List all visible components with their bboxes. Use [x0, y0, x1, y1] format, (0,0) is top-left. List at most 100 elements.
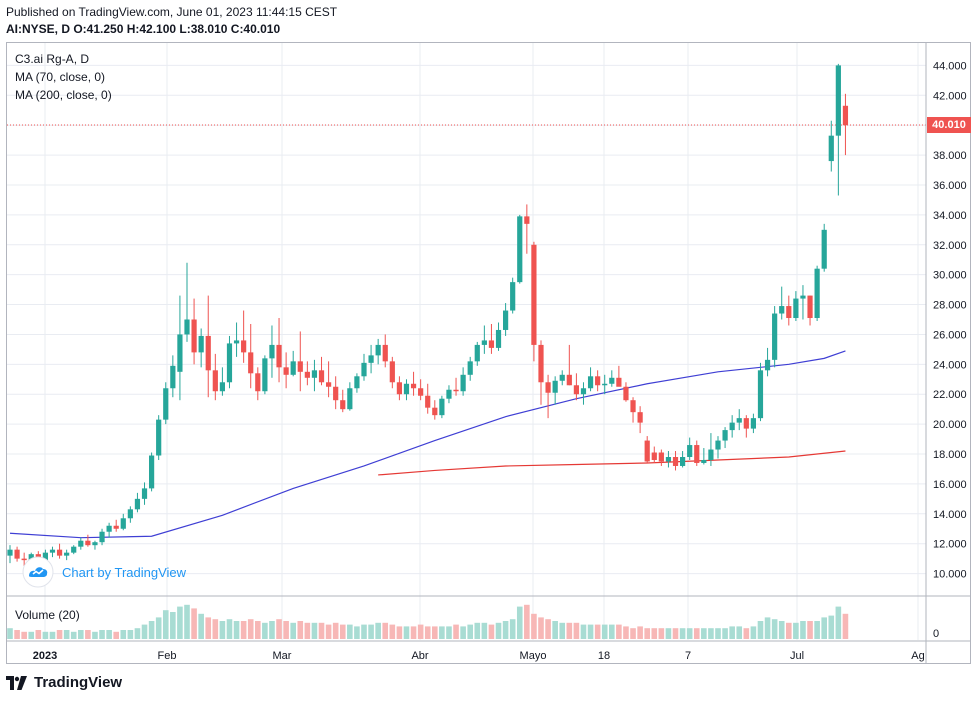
x-tick-label: 2023: [33, 650, 57, 662]
candle-body: [389, 361, 395, 383]
candle-body: [184, 319, 190, 335]
candle-body: [248, 352, 254, 374]
volume-bar: [460, 626, 466, 639]
candle-body: [85, 540, 91, 546]
candle-body: [42, 552, 48, 561]
candle-body: [510, 282, 516, 311]
volume-bar: [538, 617, 544, 639]
ohlc-readout: AI:NYSE, D O:41.250 H:42.100 L:38.010 C:…: [6, 22, 281, 36]
volume-bar: [170, 612, 176, 639]
volume-bar: [623, 626, 629, 639]
y-tick-label: 28.000: [933, 300, 967, 312]
volume-bar: [198, 613, 204, 639]
candle-body: [14, 549, 20, 559]
volume-bar: [715, 628, 721, 639]
volume-bar: [99, 630, 105, 639]
candle-body: [7, 549, 13, 556]
candle-body: [340, 400, 346, 410]
candle-body: [311, 370, 318, 378]
volume-bar: [828, 615, 835, 639]
volume-bar: [325, 624, 332, 639]
volume-bar: [205, 617, 212, 639]
watermark[interactable]: Chart by TradingView: [22, 556, 186, 588]
candle-body: [559, 374, 565, 381]
volume-bar: [410, 626, 417, 639]
candle-body: [163, 388, 169, 420]
candle-layer: [7, 63, 849, 567]
candle-body: [644, 440, 650, 462]
legend-ma70: MA (70, close, 0): [15, 70, 106, 84]
grid-layer: [7, 43, 926, 640]
volume-bar: [382, 622, 389, 639]
candle-body: [92, 542, 98, 546]
candle-body: [672, 457, 679, 466]
volume-bar: [311, 622, 318, 639]
x-tick-label: Mayo: [520, 650, 547, 662]
volume-axis-label: 0: [933, 628, 939, 640]
candle-body: [418, 388, 424, 396]
candle-body: [609, 377, 615, 384]
volume-bar: [7, 628, 13, 639]
candle-body: [149, 455, 155, 489]
candle-body: [524, 216, 530, 224]
candle-body: [580, 388, 587, 395]
volume-bar: [481, 622, 488, 639]
legend-symbol: C3.ai Rg-A, D: [15, 52, 90, 66]
y-tick-label: 18.000: [933, 449, 967, 461]
volume-bar: [743, 628, 750, 639]
volume-bar: [35, 630, 42, 639]
volume-bar: [14, 630, 20, 639]
volume-bar: [191, 608, 197, 639]
volume-bar: [21, 631, 27, 639]
volume-bar: [587, 624, 594, 639]
candle-body: [276, 344, 282, 368]
candle-body: [531, 244, 537, 345]
candle-body: [375, 344, 381, 356]
volume-layer: [7, 604, 849, 639]
volume-bar: [396, 626, 403, 639]
candle-body: [793, 298, 799, 319]
volume-bar: [679, 628, 686, 639]
volume-bar: [290, 622, 296, 639]
candle-body: [503, 310, 509, 330]
candle-body: [488, 340, 495, 348]
chart-frame[interactable]: [6, 42, 971, 664]
candle-body: [368, 355, 374, 363]
volume-bar: [821, 617, 827, 639]
candle-body: [460, 374, 466, 392]
candle-body: [835, 65, 841, 136]
volume-bar: [347, 624, 353, 639]
candle-body: [821, 229, 827, 269]
volume-bar: [63, 630, 70, 639]
volume-bar: [56, 630, 63, 639]
volume-bar: [750, 626, 757, 639]
volume-bar: [545, 619, 551, 639]
candle-body: [432, 407, 438, 416]
volume-bar: [233, 621, 240, 639]
tradingview-logo[interactable]: TradingView: [6, 674, 122, 691]
candle-body: [495, 329, 502, 348]
ma-layer: [9, 350, 846, 539]
candle-body: [786, 306, 792, 319]
volume-bar: [601, 624, 608, 639]
volume-bar: [708, 628, 714, 639]
volume-bar: [835, 606, 842, 639]
candle-body: [694, 445, 700, 463]
candle-body: [474, 344, 480, 362]
candle-body: [262, 358, 268, 392]
volume-bar: [375, 622, 381, 639]
volume-bar: [637, 626, 643, 639]
candle-body: [56, 549, 63, 556]
candle-body: [687, 445, 693, 458]
candle-body: [545, 382, 551, 393]
tv-logo-icon: [6, 675, 27, 690]
volume-bar: [247, 619, 254, 639]
y-tick-label: 32.000: [933, 240, 967, 252]
candle-body: [842, 105, 849, 126]
volume-bar: [658, 628, 665, 639]
y-tick-label: 12.000: [933, 539, 967, 551]
y-tick-label: 20.000: [933, 419, 967, 431]
y-tick-label: 44.000: [933, 60, 967, 72]
volume-bar: [42, 631, 49, 639]
